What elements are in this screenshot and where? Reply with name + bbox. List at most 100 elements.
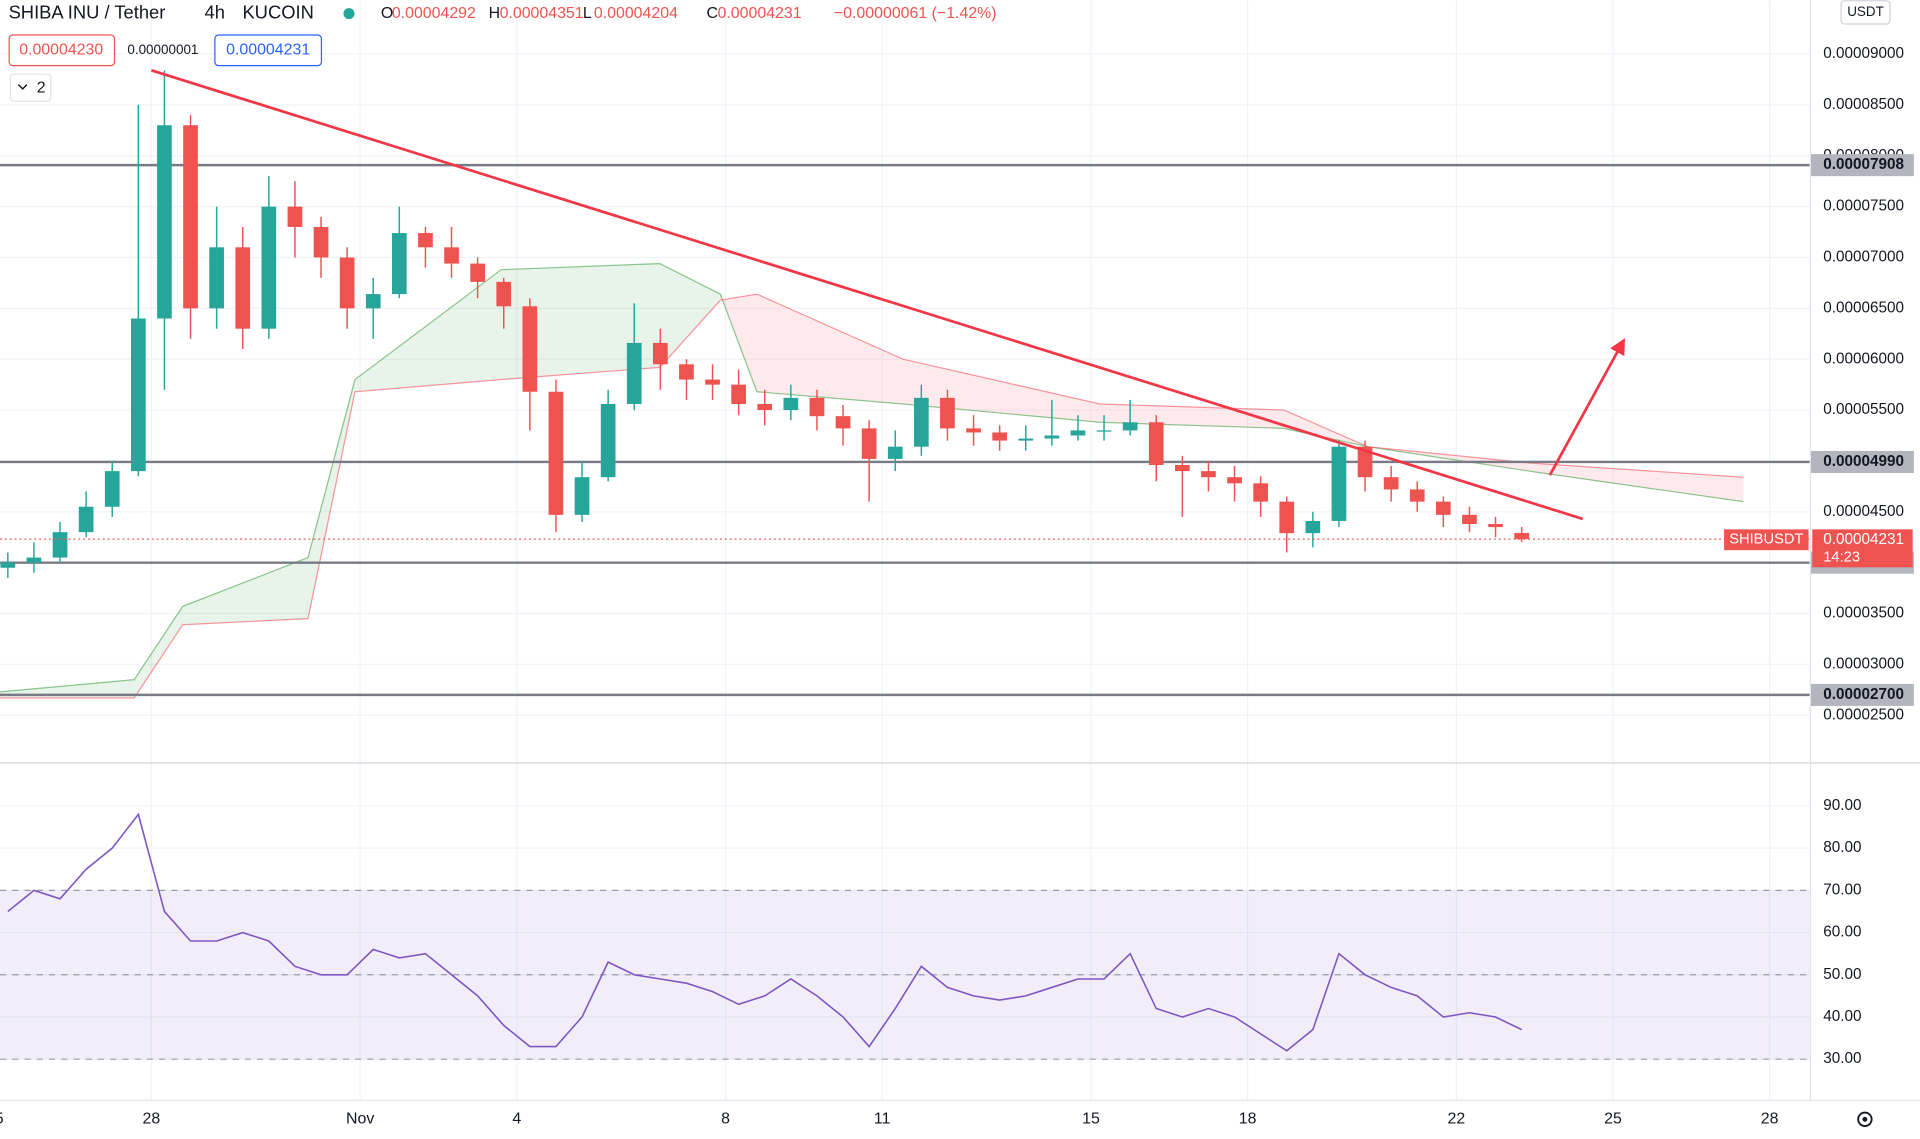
interval[interactable]: 4h bbox=[204, 1, 224, 22]
level-label: 0.00004990 bbox=[1823, 453, 1904, 470]
level-label-box bbox=[1811, 450, 1914, 473]
rsi-pane bbox=[0, 812, 1810, 1060]
level-label: 0.00002700 bbox=[1823, 686, 1904, 703]
x-tick-label: 28 bbox=[143, 1110, 161, 1127]
y-tick-label: 0.00003000 bbox=[1823, 655, 1904, 672]
settings-button[interactable] bbox=[1857, 1111, 1873, 1127]
candle-body bbox=[835, 416, 851, 429]
trendline bbox=[150, 69, 1584, 521]
y-tick-label: 0.00002500 bbox=[1823, 706, 1904, 723]
candle-body bbox=[183, 125, 198, 309]
candle-body bbox=[1201, 471, 1216, 478]
candle-body bbox=[470, 263, 485, 282]
rsi-tick-label: 90.00 bbox=[1823, 797, 1861, 814]
candle-body bbox=[1018, 438, 1034, 441]
header: SHIBA INU / Tether 4h KUCOIN O0.00004292… bbox=[8, 0, 1891, 102]
ohlc-legend: O0.00004292 H 0.00004351 L 0.00004204 C 0.0000… bbox=[381, 5, 802, 22]
x-tick-label: 28 bbox=[1761, 1110, 1779, 1127]
x-tick-label: 18 bbox=[1239, 1110, 1257, 1127]
candle-body bbox=[1383, 477, 1399, 490]
change: −0.00000061 (−1.42%) bbox=[834, 5, 997, 22]
candle-body bbox=[574, 477, 590, 515]
sell-price: 0.00004230 bbox=[19, 42, 103, 59]
candle-body bbox=[235, 247, 251, 329]
sell-button[interactable] bbox=[8, 34, 116, 67]
rsi-tick-label: 60.00 bbox=[1823, 924, 1861, 941]
candle-body bbox=[261, 206, 277, 329]
candle-body bbox=[130, 318, 146, 472]
cloud-segment bbox=[354, 269, 502, 392]
ohlc-key: O bbox=[381, 5, 393, 22]
candle-body bbox=[705, 379, 720, 385]
candle-body bbox=[339, 257, 355, 309]
candle-body bbox=[26, 557, 42, 563]
candle-body bbox=[391, 233, 407, 295]
price-tag-box bbox=[1812, 529, 1913, 568]
cloud-segment bbox=[501, 263, 660, 380]
ohlc-value: 0.00004351 bbox=[500, 5, 584, 22]
candle-body bbox=[1305, 520, 1321, 534]
candle-body bbox=[783, 397, 799, 411]
cloud-span-a bbox=[0, 262, 1744, 693]
indicator-toggle[interactable] bbox=[9, 73, 52, 102]
candle-body bbox=[1462, 514, 1477, 525]
candle-body bbox=[1122, 422, 1138, 431]
currency-button[interactable] bbox=[1840, 0, 1891, 25]
candle-body bbox=[1227, 477, 1242, 484]
candle-body bbox=[1148, 422, 1164, 466]
x-tick-label: 11 bbox=[874, 1110, 891, 1127]
rsi-tick-label: 70.00 bbox=[1823, 881, 1861, 898]
exchange: KUCOIN bbox=[242, 1, 313, 22]
candle-body bbox=[78, 506, 94, 533]
candle-body bbox=[600, 403, 616, 478]
price-tag-countdown: 14:23 bbox=[1823, 549, 1860, 565]
candle-body bbox=[757, 403, 773, 411]
candle-body bbox=[1357, 446, 1373, 478]
candle-body bbox=[1279, 501, 1295, 534]
symbol-tag-box bbox=[1724, 529, 1809, 551]
indicator-count: 2 bbox=[37, 79, 46, 96]
x-tick-label: 8 bbox=[721, 1110, 730, 1127]
rsi-line bbox=[7, 812, 1522, 1052]
candle-body bbox=[1436, 501, 1451, 515]
candle-body bbox=[1174, 465, 1190, 472]
currency: USDT bbox=[1847, 4, 1884, 19]
candle-body bbox=[313, 226, 329, 258]
price-pane bbox=[0, 69, 1810, 699]
x-tick-label: 22 bbox=[1448, 1110, 1466, 1127]
y-tick-label: 0.00006500 bbox=[1823, 299, 1904, 316]
candle-body bbox=[287, 206, 303, 227]
candle-body bbox=[1514, 532, 1529, 540]
level-label-box bbox=[1811, 683, 1914, 706]
candle-body bbox=[992, 432, 1007, 441]
candle-body bbox=[52, 532, 68, 558]
y-tick-label: 0.00005500 bbox=[1823, 401, 1904, 418]
buy-button[interactable] bbox=[214, 34, 323, 67]
x-tick-label: 25 bbox=[1604, 1110, 1622, 1127]
price-tag-value: 0.00004231 bbox=[1823, 531, 1904, 548]
y-tick-label: 0.00006000 bbox=[1823, 350, 1904, 367]
arrow bbox=[1548, 338, 1625, 476]
candle-body bbox=[418, 233, 433, 248]
ohlc-value: 0.00004204 bbox=[594, 5, 678, 22]
y-tick-label: 0.00007500 bbox=[1823, 198, 1904, 215]
candle-body bbox=[913, 397, 929, 447]
rsi-tick-label: 50.00 bbox=[1823, 966, 1861, 983]
rsi-tick-label: 80.00 bbox=[1823, 839, 1861, 856]
gear-center bbox=[1862, 1116, 1868, 1122]
candle-body bbox=[940, 397, 955, 429]
y-tick-label: 0.00007000 bbox=[1823, 249, 1904, 266]
candle-body bbox=[444, 247, 459, 264]
ohlc-value: 0.00004292 bbox=[392, 5, 476, 22]
cloud-segment bbox=[756, 294, 904, 404]
y-tick-label: 0.00004500 bbox=[1823, 503, 1904, 520]
candle-body bbox=[209, 247, 224, 309]
rsi-tick-label: 40.00 bbox=[1823, 1008, 1861, 1025]
candle-body bbox=[1253, 483, 1268, 502]
candle-body bbox=[0, 562, 16, 568]
candle-body bbox=[1044, 435, 1060, 439]
